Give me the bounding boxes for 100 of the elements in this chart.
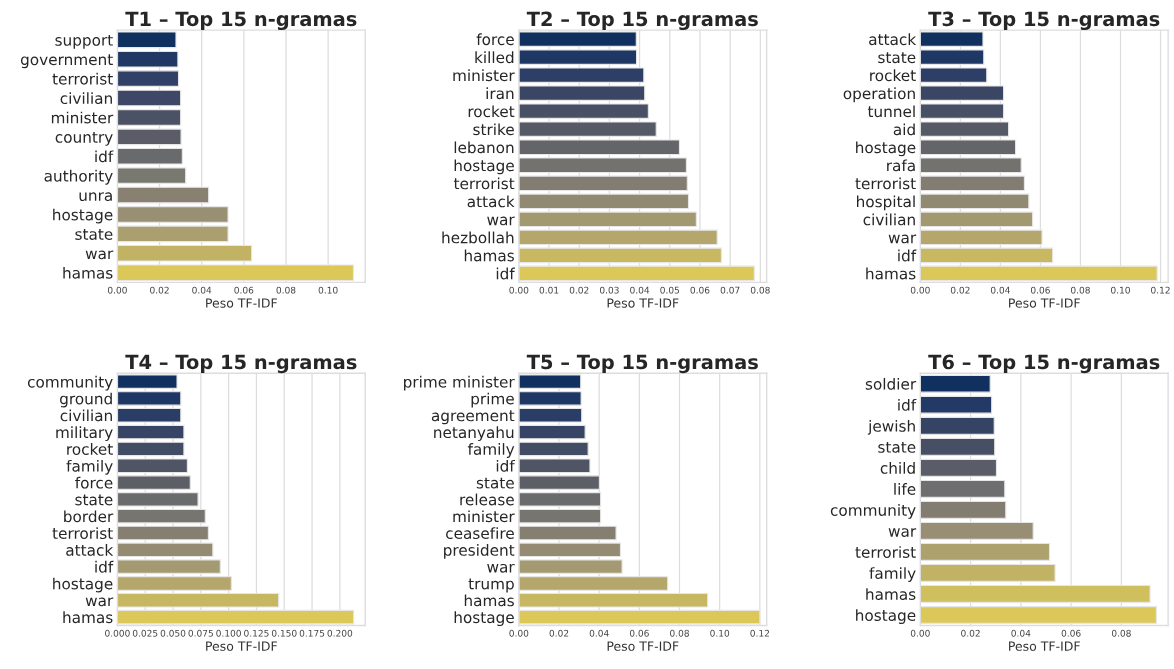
- y-tick-label: minister: [453, 510, 515, 523]
- y-tick-label: idf: [898, 398, 917, 411]
- y-tick-label: hostage: [53, 577, 113, 593]
- y-tick-label: prime minister: [404, 375, 515, 391]
- x-tick-label: 0.06: [234, 286, 254, 294]
- y-tick-label: civilian: [863, 213, 915, 226]
- y-tick-label: terrorist: [855, 177, 916, 190]
- y-tick-label: terrorist: [52, 72, 113, 85]
- y-tick-label: family: [869, 567, 916, 582]
- chart-title: T5 – Top 15 n-gramas: [526, 354, 758, 374]
- x-tick-label: 0.000: [105, 629, 130, 637]
- x-tick-label: 0.00: [107, 286, 127, 294]
- x-tick-label: 0.175: [299, 629, 325, 637]
- y-tick-label: unra: [79, 192, 112, 202]
- x-tick-label: 0.08: [670, 629, 689, 637]
- chart-title: T4 – Top 15 n-gramas: [125, 354, 357, 374]
- y-tick-label: trump: [468, 578, 514, 593]
- x-axis-title: Peso TF-IDF: [206, 298, 277, 308]
- x-tick-label: 0.150: [271, 629, 297, 637]
- y-tick-label: hamas: [866, 267, 916, 280]
- y-tick-label: war: [487, 216, 515, 226]
- x-tick-label: 0.100: [216, 629, 241, 637]
- y-tick-label: terrorist: [453, 177, 515, 190]
- y-tick-label: hospital: [857, 195, 915, 211]
- y-tick-label: attack: [467, 195, 515, 208]
- y-tick-label: government: [20, 54, 113, 69]
- y-tick-label: idf: [95, 560, 114, 573]
- y-tick-label: state: [75, 494, 113, 506]
- y-tick-label: prime: [471, 392, 514, 408]
- y-tick-label: iran: [486, 87, 514, 100]
- y-tick-label: rocket: [67, 443, 113, 455]
- y-tick-label: jewish: [867, 419, 915, 435]
- y-tick-label: lebanon: [454, 141, 514, 154]
- y-tick-label: hamas: [464, 594, 514, 607]
- x-tick-label: 0.10: [318, 286, 338, 294]
- chart-title: T1 – Top 15 n-gramas: [125, 11, 357, 31]
- y-tick-label: terrorist: [52, 527, 113, 540]
- y-tick-label: hamas: [464, 249, 514, 262]
- x-tick-label: 0.025: [132, 629, 158, 637]
- y-tick-label: release: [460, 493, 514, 506]
- x-tick-label: 0.02: [961, 629, 980, 637]
- y-tick-label: community: [830, 504, 916, 519]
- y-tick-label: state: [878, 441, 916, 453]
- y-tick-label: agreement: [431, 410, 515, 425]
- x-tick-label: 0.10: [1111, 286, 1130, 294]
- y-tick-label: rocket: [468, 105, 515, 118]
- y-tick-label: family: [467, 443, 515, 458]
- chart-title: T2 – Top 15 n-gramas: [526, 11, 758, 31]
- y-tick-label: war: [888, 528, 917, 537]
- y-tick-label: hamas: [63, 611, 113, 624]
- y-tick-label: hostage: [856, 609, 916, 624]
- y-tick-label: hostage: [454, 611, 514, 627]
- y-tick-label: hamas: [63, 266, 113, 279]
- x-tick-label: 0.125: [244, 629, 269, 637]
- y-tick-label: idf: [496, 267, 515, 280]
- x-tick-label: 0.06: [1061, 629, 1081, 637]
- x-axis-title: Peso TF-IDF: [1009, 298, 1080, 308]
- x-tick-label: 0.00: [910, 629, 930, 637]
- y-tick-label: idf: [496, 459, 515, 472]
- y-tick-label: family: [66, 459, 113, 475]
- x-tick-label: 0.05: [660, 286, 680, 294]
- y-tick-label: force: [476, 33, 514, 46]
- x-tick-label: 0.08: [1071, 286, 1090, 294]
- y-tick-label: force: [75, 476, 113, 489]
- y-tick-label: war: [85, 597, 114, 607]
- x-tick-label: 0.07: [720, 286, 740, 294]
- x-tick-label: 0.03: [599, 286, 619, 294]
- x-tick-label: 0.12: [750, 629, 769, 637]
- x-tick-label: 0.02: [569, 286, 589, 294]
- x-tick-label: 0.06: [690, 286, 710, 294]
- y-tick-label: civilian: [60, 409, 112, 422]
- y-tick-label: child: [880, 462, 915, 474]
- x-tick-label: 0.050: [160, 629, 186, 637]
- y-tick-label: rocket: [870, 69, 916, 82]
- y-tick-label: state: [476, 477, 514, 489]
- y-tick-label: president: [444, 544, 515, 559]
- y-tick-label: attack: [869, 33, 917, 46]
- x-tick-label: 0.12: [1151, 286, 1170, 294]
- x-tick-label: 0.10: [710, 629, 730, 637]
- x-axis-title: Peso TF-IDF: [607, 298, 679, 308]
- x-axis-title: Peso TF-IDF: [206, 641, 277, 651]
- y-tick-label: hamas: [866, 588, 916, 600]
- y-tick-label: netanyahu: [434, 426, 514, 442]
- x-tick-label: 0.075: [188, 629, 213, 637]
- y-tick-label: ceasefire: [446, 527, 514, 540]
- x-axis-title: Peso TF-IDF: [1009, 641, 1080, 651]
- x-tick-label: 0.04: [589, 629, 609, 637]
- y-tick-label: tunnel: [867, 105, 915, 118]
- y-tick-label: soldier: [865, 377, 917, 390]
- x-tick-label: 0.00: [910, 286, 930, 294]
- x-tick-label: 0.01: [539, 286, 559, 294]
- y-tick-label: killed: [475, 51, 514, 64]
- y-tick-label: military: [56, 426, 113, 442]
- y-tick-label: hostage: [856, 141, 916, 157]
- x-tick-label: 0.00: [509, 629, 529, 637]
- y-tick-label: hezbollah: [442, 231, 514, 244]
- y-tick-label: idf: [898, 249, 917, 262]
- y-tick-label: country: [55, 131, 113, 146]
- x-tick-label: 0.08: [750, 286, 770, 294]
- y-tick-label: terrorist: [855, 546, 916, 558]
